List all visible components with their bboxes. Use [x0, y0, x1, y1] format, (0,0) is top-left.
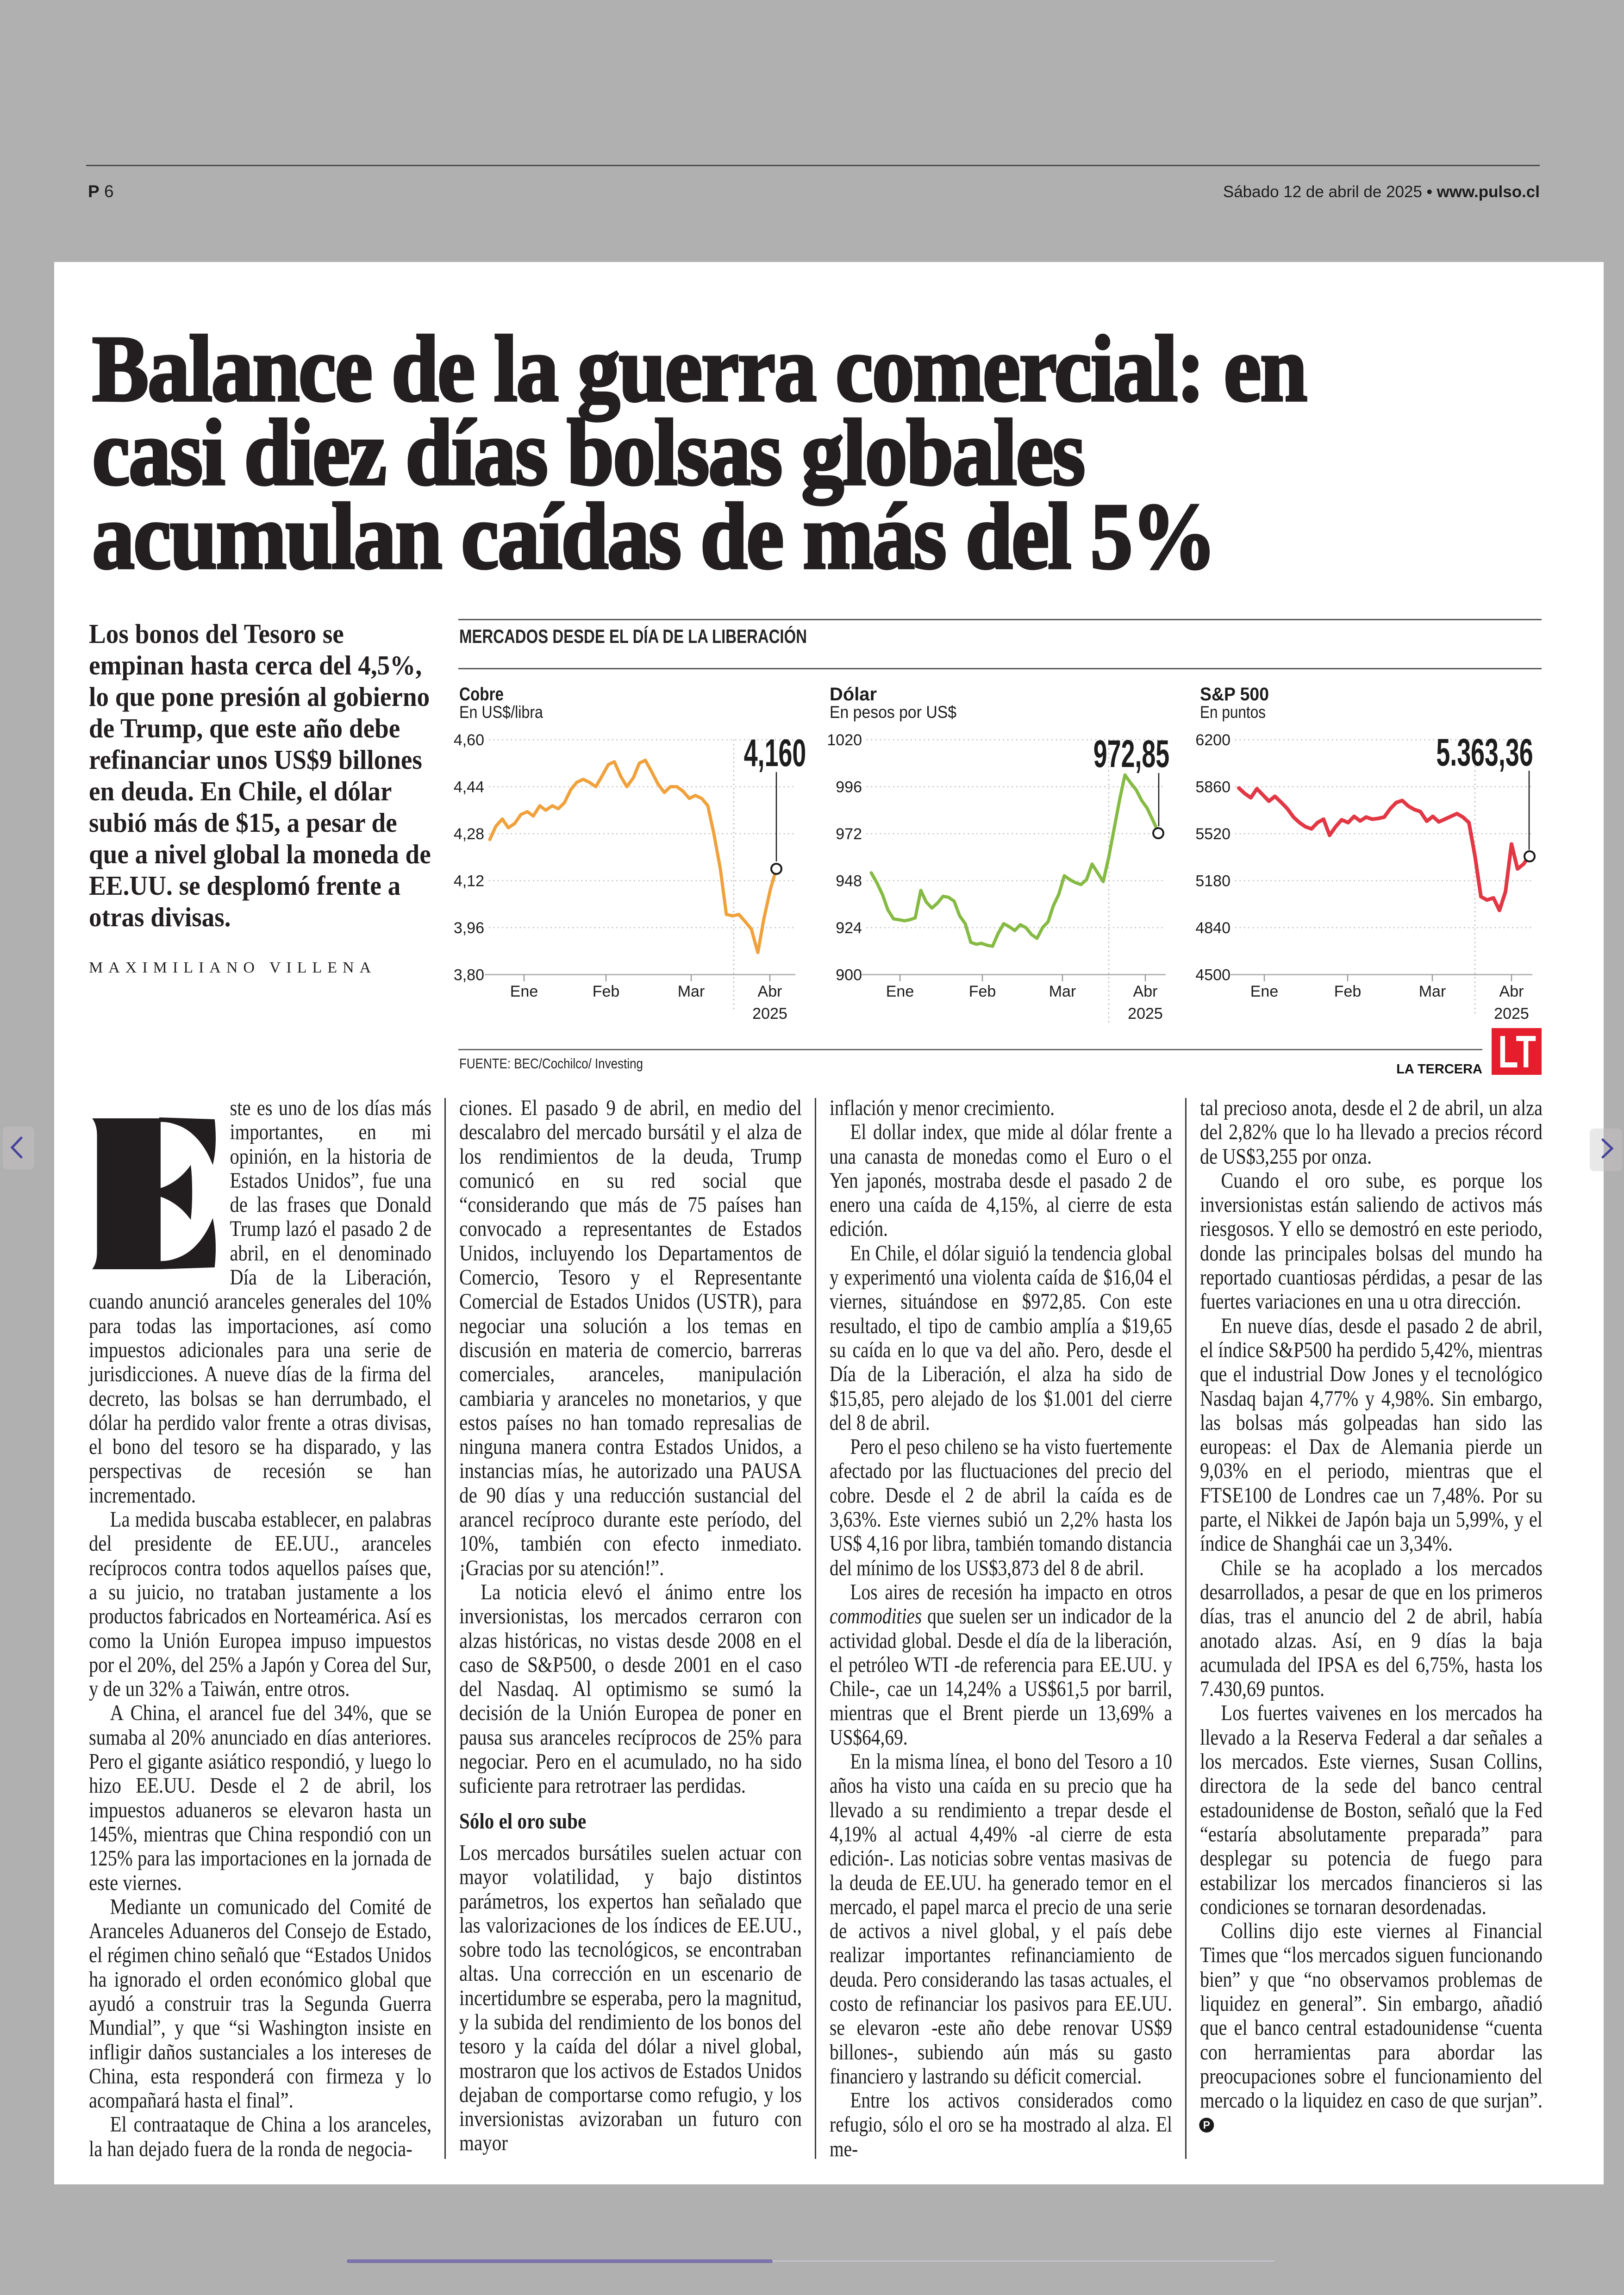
svg-text:Cobre: Cobre: [459, 684, 504, 705]
svg-text:En pesos por US$: En pesos por US$: [830, 703, 956, 722]
svg-text:5860: 5860: [1195, 779, 1230, 796]
svg-text:948: 948: [836, 873, 862, 890]
svg-text:En puntos: En puntos: [1200, 703, 1266, 722]
svg-text:Feb: Feb: [1334, 983, 1362, 1000]
svg-text:4,60: 4,60: [454, 731, 484, 749]
svg-text:5.363,36: 5.363,36: [1436, 730, 1533, 774]
svg-text:4,12: 4,12: [454, 873, 484, 890]
svg-text:LT: LT: [1498, 1026, 1536, 1077]
svg-text:Abr: Abr: [758, 983, 782, 1000]
svg-text:Mar: Mar: [1419, 983, 1446, 1000]
svg-text:P: P: [1203, 2119, 1210, 2131]
svg-text:Mar: Mar: [678, 983, 705, 1000]
svg-text:Dólar: Dólar: [830, 684, 877, 705]
svg-text:LA TERCERA: LA TERCERA: [1396, 1062, 1482, 1077]
svg-text:972: 972: [836, 825, 862, 843]
svg-text:2025: 2025: [752, 1005, 787, 1023]
svg-text:4,28: 4,28: [454, 825, 484, 843]
svg-text:972,85: 972,85: [1093, 732, 1169, 775]
svg-text:Mar: Mar: [1049, 983, 1076, 1000]
svg-text:Feb: Feb: [593, 983, 620, 1000]
svg-text:MERCADOS DESDE EL DÍA DE LA LI: MERCADOS DESDE EL DÍA DE LA LIBERACIÓN: [459, 625, 807, 647]
svg-text:924: 924: [836, 919, 862, 937]
svg-text:Feb: Feb: [969, 983, 996, 1000]
svg-text:S&P 500: S&P 500: [1200, 684, 1269, 705]
svg-text:5520: 5520: [1195, 825, 1230, 843]
svg-text:4,44: 4,44: [454, 779, 484, 796]
svg-text:2025: 2025: [1494, 1005, 1529, 1023]
svg-text:En US$/libra: En US$/libra: [459, 703, 543, 722]
svg-text:996: 996: [836, 779, 862, 796]
svg-text:4500: 4500: [1195, 967, 1230, 984]
svg-text:1020: 1020: [827, 731, 862, 749]
svg-text:900: 900: [836, 967, 862, 984]
svg-text:Ene: Ene: [886, 983, 914, 1000]
svg-text:Ene: Ene: [1250, 983, 1279, 1000]
svg-text:3,80: 3,80: [454, 967, 484, 984]
svg-text:FUENTE: BEC/Cochilco/ Investin: FUENTE: BEC/Cochilco/ Investing: [459, 1055, 643, 1072]
svg-text:Ene: Ene: [510, 983, 538, 1000]
svg-text:2025: 2025: [1128, 1005, 1163, 1023]
svg-text:Abr: Abr: [1133, 983, 1158, 1000]
svg-text:6200: 6200: [1195, 731, 1230, 749]
svg-text:5180: 5180: [1195, 873, 1230, 890]
svg-text:4,160: 4,160: [744, 731, 806, 774]
svg-text:Abr: Abr: [1499, 983, 1524, 1000]
svg-text:3,96: 3,96: [454, 919, 484, 937]
svg-text:4840: 4840: [1195, 919, 1230, 937]
